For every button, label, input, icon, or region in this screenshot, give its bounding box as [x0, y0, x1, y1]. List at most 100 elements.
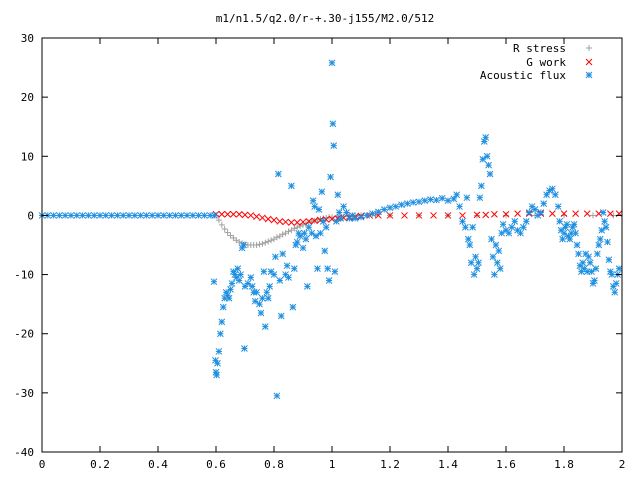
data-point — [464, 235, 472, 243]
data-point — [459, 217, 466, 225]
y-tick-label: -10 — [14, 269, 34, 282]
data-point — [505, 229, 513, 237]
data-point — [309, 197, 317, 204]
data-point — [294, 224, 301, 231]
data-point — [602, 223, 610, 231]
data-point — [329, 120, 337, 128]
data-point — [421, 197, 429, 204]
data-point — [551, 191, 559, 199]
data-point — [261, 323, 269, 330]
legend-marker — [585, 71, 593, 79]
data-point — [300, 221, 306, 228]
data-point — [327, 173, 334, 181]
x-tick-label: 0.4 — [148, 458, 168, 471]
data-point — [224, 229, 231, 236]
data-point — [183, 212, 191, 219]
data-point — [253, 213, 260, 220]
data-point — [235, 277, 243, 284]
data-point — [177, 212, 185, 219]
data-point — [579, 259, 587, 267]
data-point — [492, 241, 500, 249]
data-point — [189, 212, 197, 219]
data-point — [285, 274, 292, 281]
data-point — [257, 309, 265, 317]
data-point — [485, 161, 492, 169]
y-tick-label: 0 — [27, 209, 34, 222]
data-point — [266, 283, 274, 290]
data-point — [595, 241, 603, 249]
data-point — [433, 196, 440, 204]
data-point — [283, 262, 291, 270]
data-point — [96, 212, 104, 219]
series-2 — [38, 59, 623, 400]
data-point — [386, 204, 394, 212]
data-point — [586, 259, 594, 267]
data-point — [593, 250, 601, 258]
data-point — [172, 212, 179, 219]
data-point — [211, 212, 218, 219]
data-point — [303, 283, 311, 290]
data-point — [335, 209, 343, 216]
data-point — [270, 216, 278, 224]
data-point — [340, 203, 347, 210]
data-point — [50, 212, 57, 219]
data-point — [473, 265, 481, 273]
data-point — [268, 237, 275, 244]
plot-frame — [41, 37, 623, 453]
data-point — [589, 280, 597, 287]
data-point — [503, 212, 509, 219]
x-tick-label: 0.6 — [206, 458, 226, 471]
data-point — [599, 209, 607, 216]
data-point — [125, 212, 133, 219]
data-point — [489, 253, 497, 261]
data-point — [585, 253, 593, 261]
data-point — [114, 212, 121, 219]
data-point — [392, 203, 400, 210]
data-point — [522, 217, 530, 225]
y-tick-label: -30 — [14, 387, 34, 400]
data-point — [322, 223, 330, 231]
data-point — [444, 212, 452, 219]
data-point — [475, 259, 482, 267]
data-point — [251, 297, 259, 305]
data-point — [302, 235, 310, 243]
x-tick-label: 1.6 — [496, 458, 516, 471]
data-point — [537, 209, 545, 216]
data-point — [265, 238, 272, 245]
data-point — [415, 198, 423, 206]
data-point — [259, 240, 266, 247]
data-point — [218, 210, 226, 218]
data-point — [259, 214, 266, 222]
data-point — [210, 278, 218, 286]
x-tick-label: 2 — [619, 458, 626, 471]
data-point — [108, 212, 115, 219]
data-point — [398, 201, 405, 209]
data-point — [276, 217, 284, 225]
data-point — [214, 359, 221, 367]
data-point — [386, 212, 394, 219]
series-1 — [212, 210, 623, 226]
data-point — [119, 212, 127, 219]
data-point — [299, 218, 307, 226]
data-point — [260, 268, 268, 275]
data-point — [321, 247, 329, 255]
data-point — [573, 241, 581, 249]
data-point — [466, 241, 474, 249]
data-point — [369, 210, 376, 218]
data-point — [540, 200, 548, 207]
data-point — [495, 247, 503, 255]
legend-marks — [585, 45, 593, 79]
data-point — [297, 223, 304, 230]
data-point — [234, 265, 242, 273]
data-point — [357, 213, 365, 221]
data-point — [279, 231, 286, 238]
data-point — [131, 212, 139, 219]
data-point — [293, 219, 301, 226]
data-point — [427, 196, 434, 203]
data-point — [610, 212, 617, 219]
data-point — [543, 191, 550, 199]
data-point — [380, 206, 388, 213]
data-point — [102, 212, 110, 219]
data-point — [470, 271, 478, 278]
